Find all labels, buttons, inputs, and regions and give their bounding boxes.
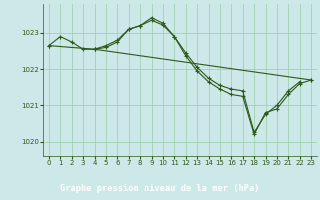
Text: Graphe pression niveau de la mer (hPa): Graphe pression niveau de la mer (hPa)	[60, 184, 260, 193]
